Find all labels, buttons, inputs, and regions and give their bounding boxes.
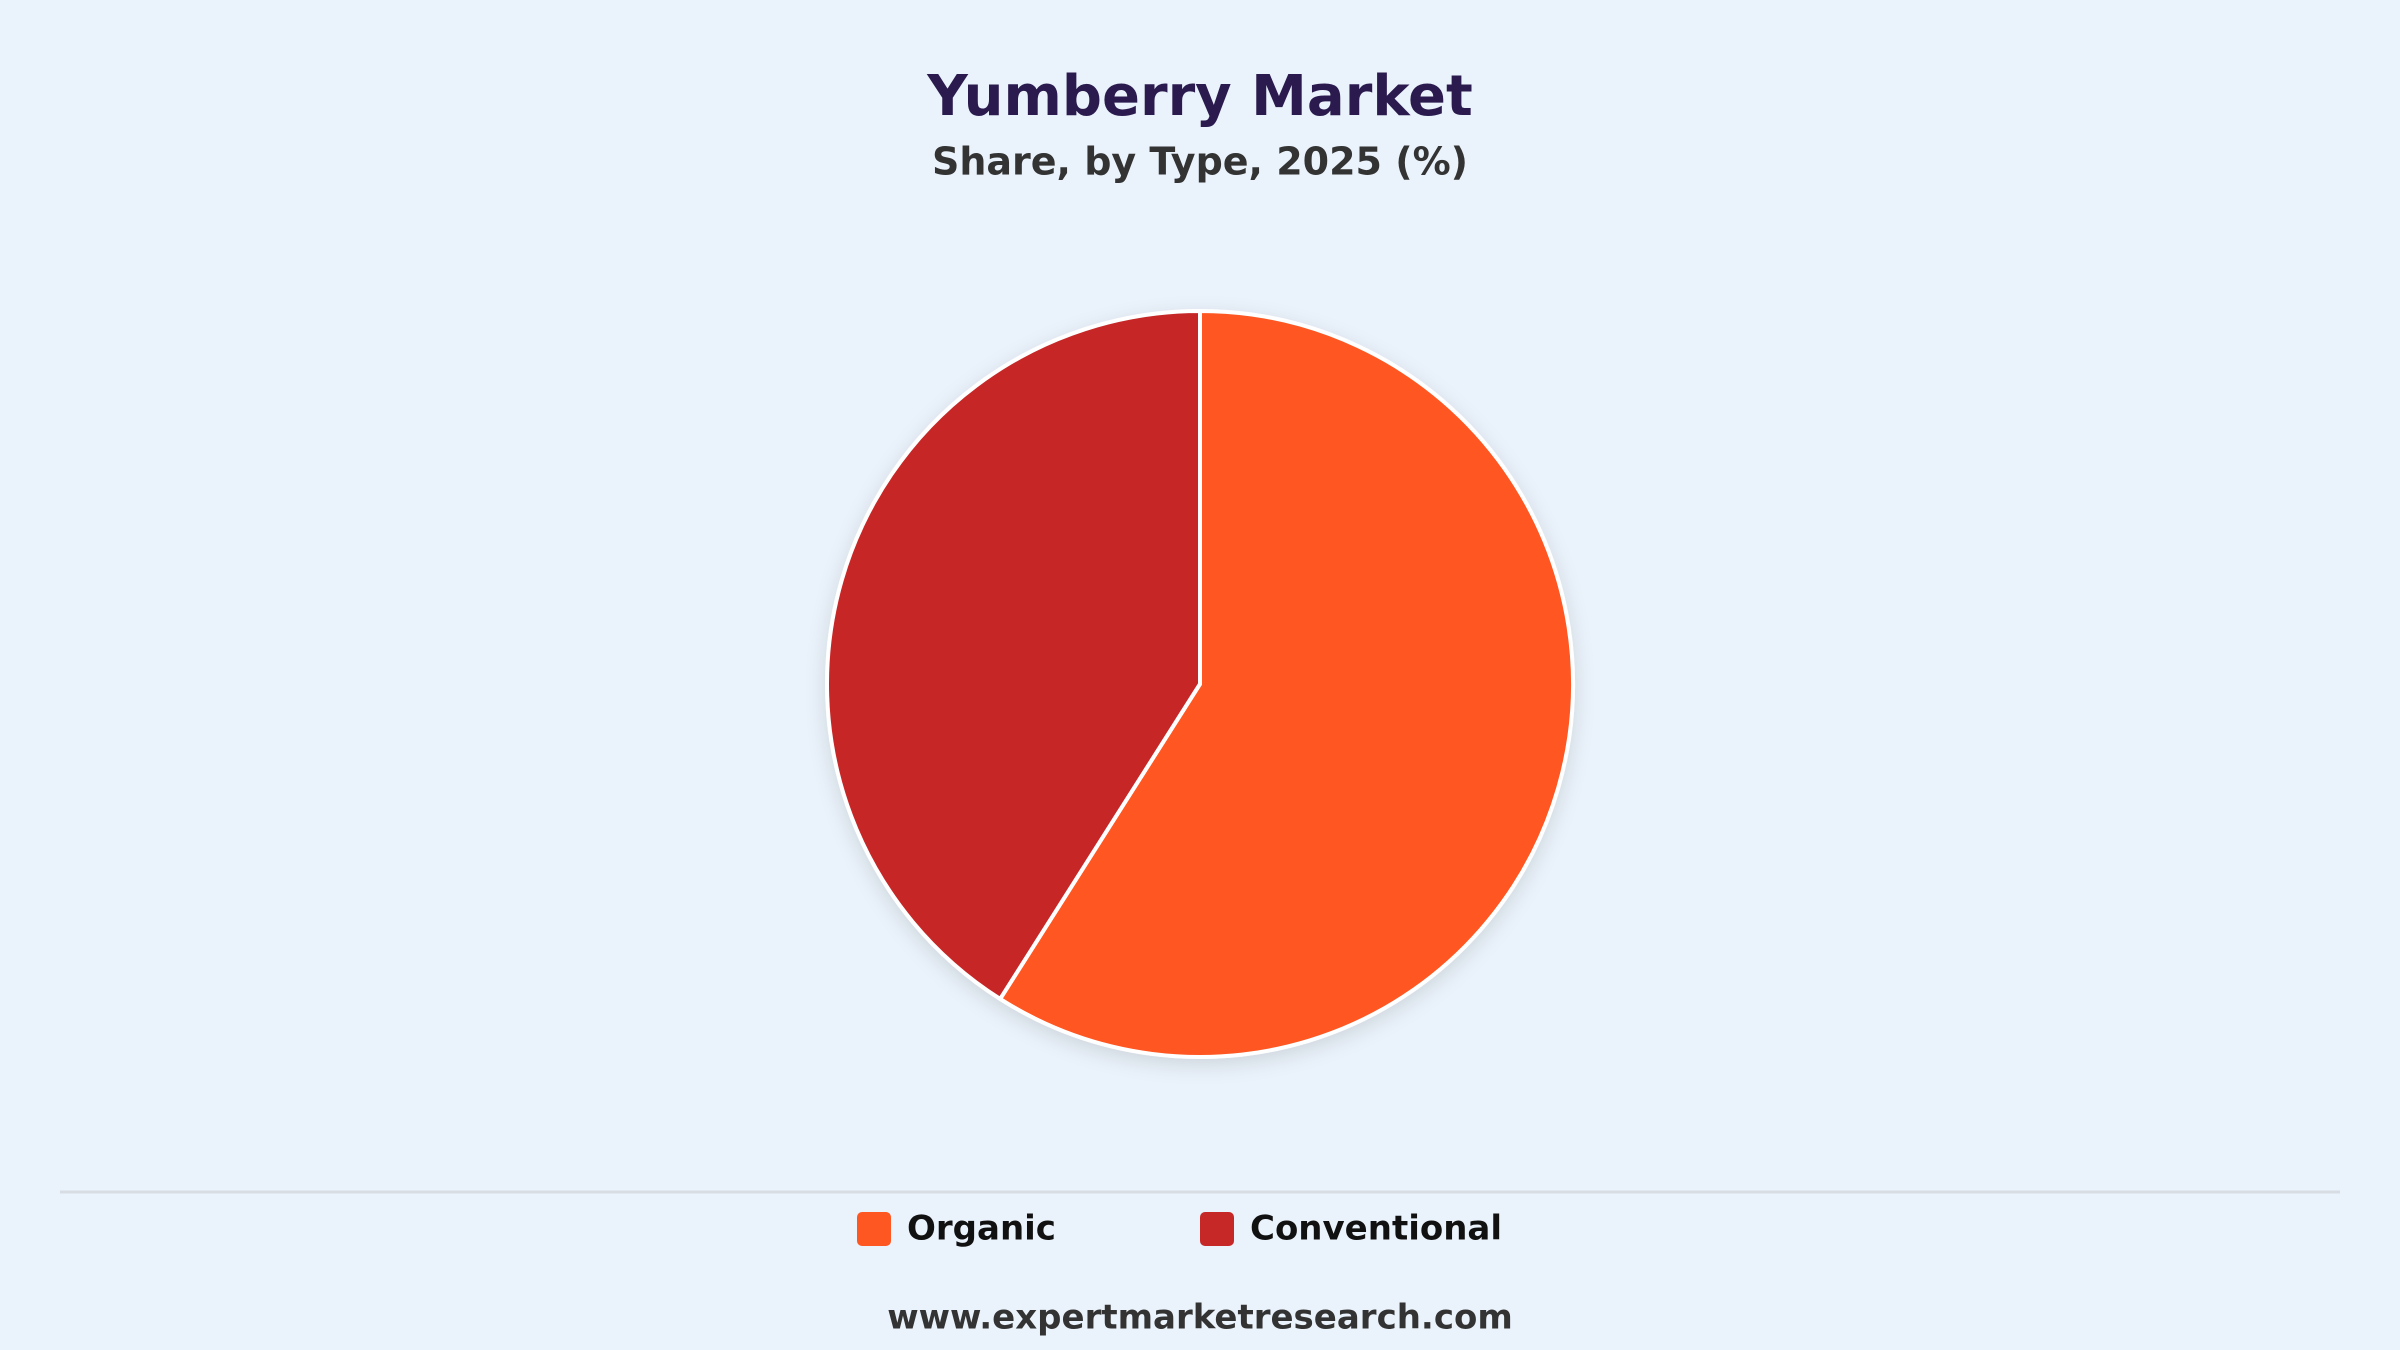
legend-label: Organic <box>907 1209 1056 1249</box>
pie-slice <box>997 308 1575 1059</box>
legend-label: Conventional <box>1250 1209 1502 1249</box>
pie <box>825 308 1575 1059</box>
legend-swatch <box>1200 1212 1234 1246</box>
legend-swatch <box>857 1212 891 1246</box>
pie-slice <box>825 308 1202 1002</box>
legend: Organic Conventional <box>857 1209 1502 1249</box>
footer: www.expertmarketresearch.com <box>887 1298 1513 1338</box>
chart-subtitle: Share, by Type, 2025 (%) <box>932 140 1468 184</box>
chart-title: Yumberry Market <box>926 64 1473 129</box>
